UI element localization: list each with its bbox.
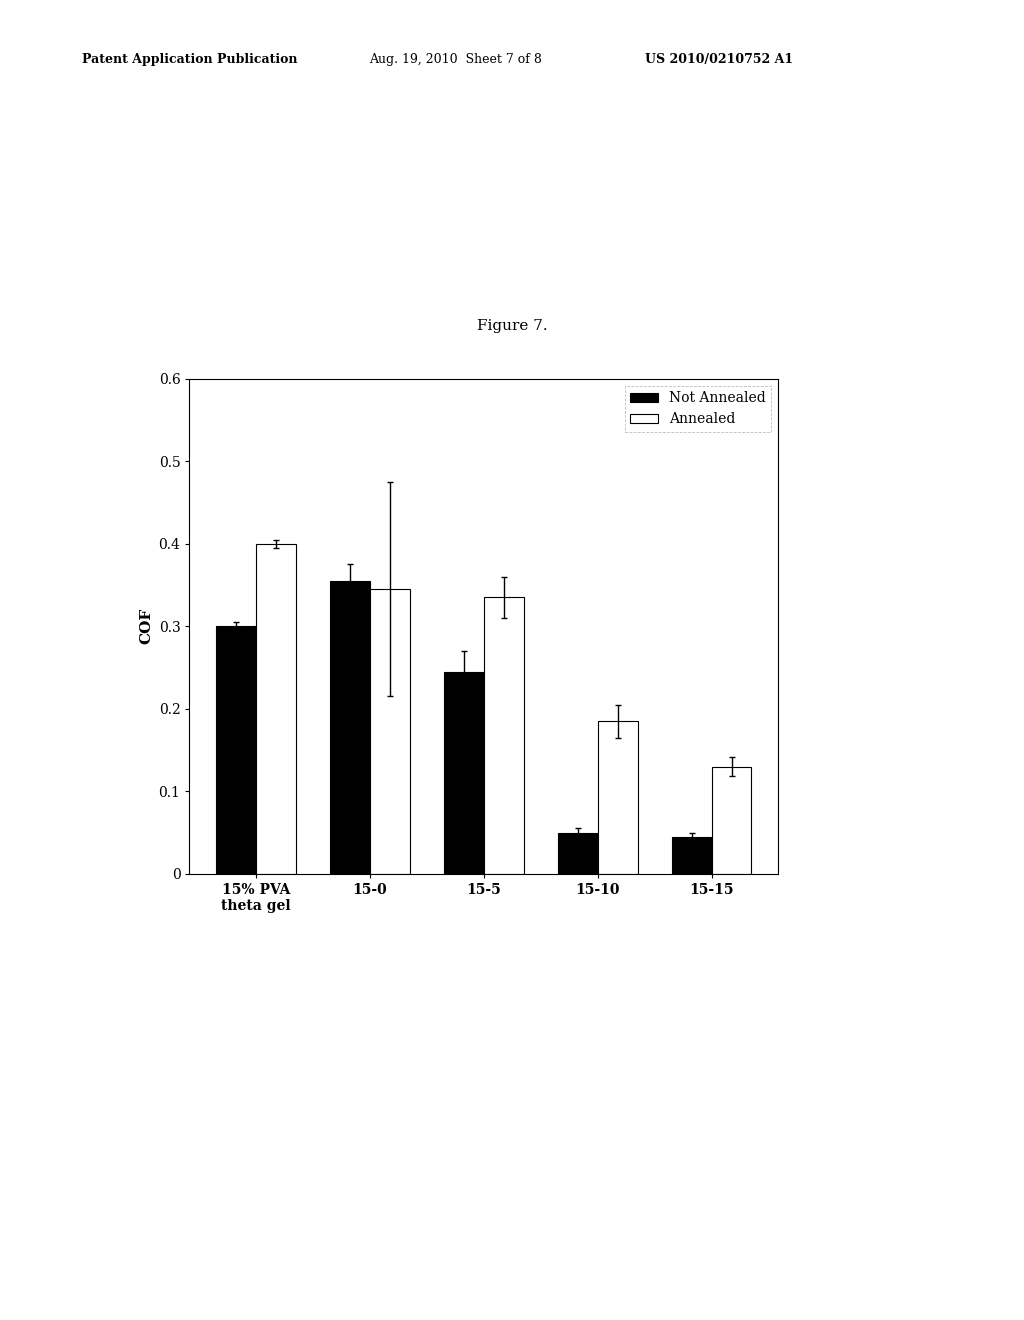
Bar bbox=[483, 598, 523, 874]
Bar bbox=[216, 626, 256, 874]
Bar bbox=[256, 544, 296, 874]
Bar bbox=[370, 589, 410, 874]
Text: Figure 7.: Figure 7. bbox=[477, 319, 547, 333]
Text: Aug. 19, 2010  Sheet 7 of 8: Aug. 19, 2010 Sheet 7 of 8 bbox=[369, 53, 542, 66]
Bar bbox=[598, 721, 638, 874]
Bar bbox=[330, 581, 370, 874]
Y-axis label: COF: COF bbox=[139, 609, 153, 644]
Text: Patent Application Publication: Patent Application Publication bbox=[82, 53, 297, 66]
Bar bbox=[444, 672, 484, 874]
Bar bbox=[672, 837, 712, 874]
Bar bbox=[712, 767, 752, 874]
Text: US 2010/0210752 A1: US 2010/0210752 A1 bbox=[645, 53, 794, 66]
Legend: Not Annealed, Annealed: Not Annealed, Annealed bbox=[625, 385, 771, 432]
Bar bbox=[558, 833, 598, 874]
